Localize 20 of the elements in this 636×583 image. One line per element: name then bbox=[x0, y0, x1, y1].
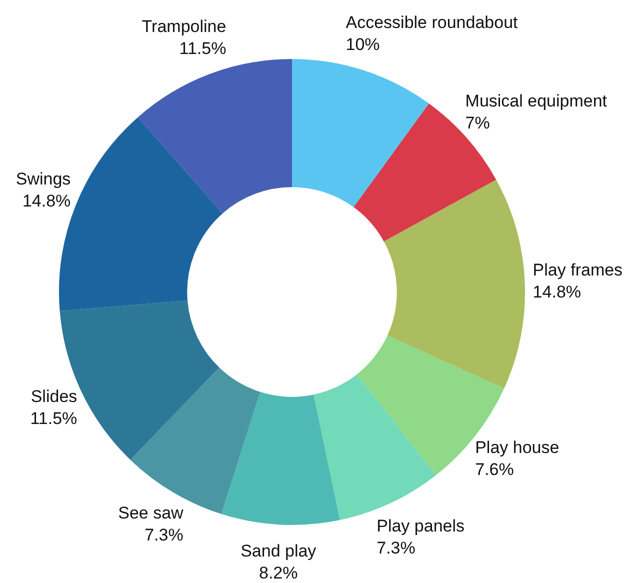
data-label: 7.3% bbox=[376, 538, 416, 558]
slice-label: Sand play bbox=[240, 541, 317, 560]
data-label: 7.3% bbox=[144, 526, 184, 545]
slice-label: Play frames bbox=[532, 260, 623, 280]
slice-label: Accessible roundabout bbox=[346, 12, 518, 32]
slice-label: Slides bbox=[30, 386, 78, 406]
slice-label: Play panels bbox=[376, 516, 465, 536]
data-label: 11.5% bbox=[179, 39, 226, 58]
data-label: 7.6% bbox=[475, 460, 514, 480]
slice-label: Swings bbox=[16, 169, 71, 188]
slice-label: See saw bbox=[118, 504, 184, 523]
data-label: 8.2% bbox=[259, 563, 298, 582]
data-label: 10% bbox=[346, 34, 380, 54]
data-label: 7% bbox=[465, 113, 490, 132]
data-label: 14.8% bbox=[22, 191, 71, 210]
data-label: 11.5% bbox=[30, 408, 78, 428]
slice-label: Trampoline bbox=[142, 17, 226, 36]
slice-label: Musical equipment bbox=[465, 91, 608, 110]
slice-label: Play house bbox=[475, 438, 560, 458]
data-label: 14.8% bbox=[532, 282, 582, 302]
